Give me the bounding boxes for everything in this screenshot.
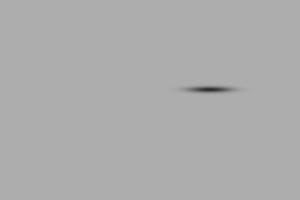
Text: 100: 100 [85, 46, 104, 56]
Text: 25: 25 [91, 131, 103, 141]
Text: 35: 35 [91, 110, 103, 120]
Text: 15: 15 [91, 162, 103, 172]
Text: 70: 70 [91, 67, 103, 77]
Bar [111, 0, 300, 200]
Text: 55: 55 [91, 82, 103, 92]
Text: 130: 130 [85, 29, 104, 39]
Text: 40: 40 [91, 102, 103, 112]
Text: 10: 10 [91, 187, 103, 197]
Text: 170: 170 [85, 13, 104, 23]
